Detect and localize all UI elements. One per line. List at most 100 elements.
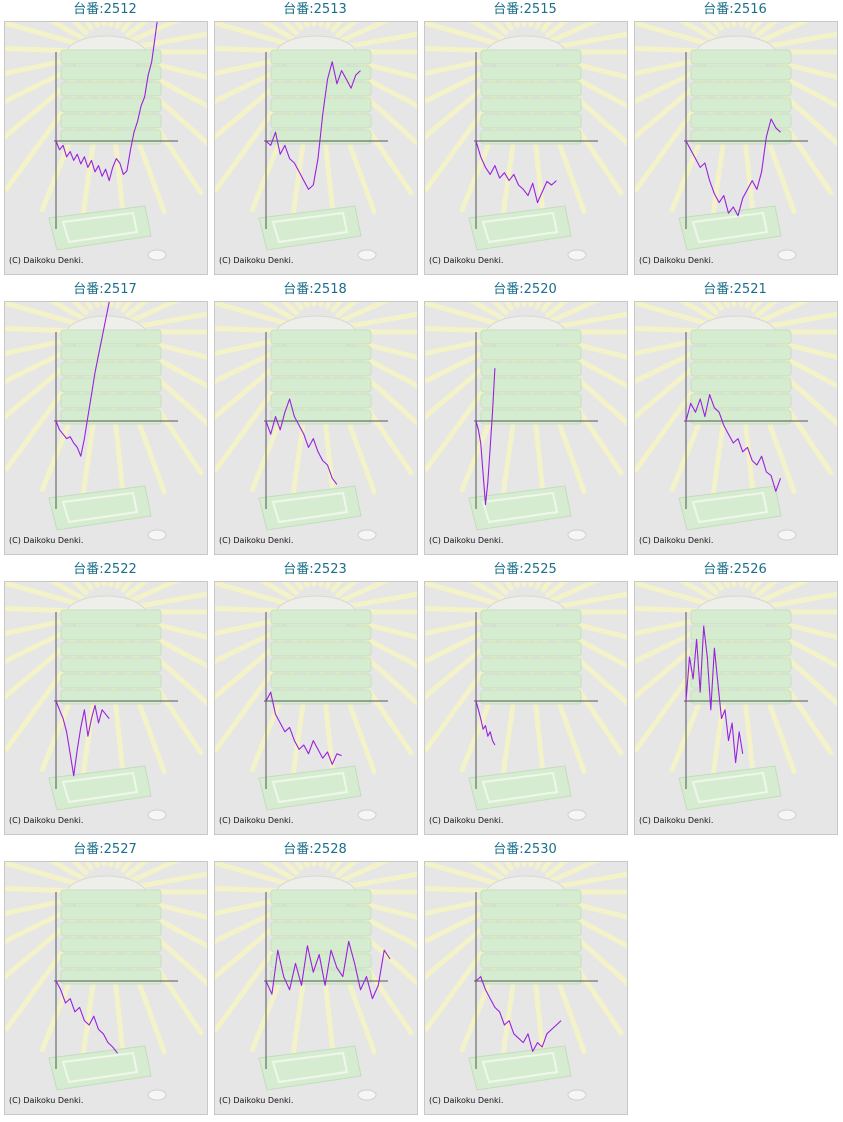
- copyright-text: (C) Daikoku Denki.: [9, 1096, 83, 1105]
- slump-line: [55, 700, 110, 777]
- medal-tray-icon: [678, 205, 782, 251]
- medal-tray-icon: [48, 1045, 152, 1091]
- graph-canvas: (C) Daikoku Denki.: [5, 302, 207, 545]
- coin-icon: [777, 529, 797, 541]
- copyright-text: (C) Daikoku Denki.: [9, 536, 83, 545]
- medal-tray-icon: [258, 485, 362, 531]
- machine-number-title[interactable]: 台番:2525: [493, 562, 557, 577]
- copyright-text: (C) Daikoku Denki.: [9, 256, 83, 265]
- graph-canvas: (C) Daikoku Denki.: [635, 22, 837, 265]
- machine-number-title[interactable]: 台番:2526: [703, 562, 767, 577]
- coin-icon: [567, 529, 587, 541]
- graph-canvas: (C) Daikoku Denki.: [215, 22, 417, 265]
- medal-tray-icon: [468, 765, 572, 811]
- machine-number-title[interactable]: 台番:2517: [73, 282, 137, 297]
- slump-graph: (C) Daikoku Denki.: [634, 21, 838, 275]
- slump-line: [265, 691, 342, 765]
- machine-number-title[interactable]: 台番:2522: [73, 562, 137, 577]
- copyright-text: (C) Daikoku Denki.: [9, 816, 83, 825]
- medal-tray-icon: [678, 485, 782, 531]
- copyright-text: (C) Daikoku Denki.: [219, 1096, 293, 1105]
- graph-canvas: (C) Daikoku Denki.: [215, 302, 417, 545]
- coin-icon: [357, 249, 377, 261]
- graph-canvas: (C) Daikoku Denki.: [5, 582, 207, 825]
- medal-box-stack-icon: [270, 609, 372, 705]
- medal-tray-icon: [258, 1045, 362, 1091]
- coin-icon: [147, 529, 167, 541]
- chart-cell: 台番:2517 (C) Daikoku Denki.: [0, 280, 210, 560]
- slump-graph: (C) Daikoku Denki.: [214, 21, 418, 275]
- copyright-text: (C) Daikoku Denki.: [639, 256, 713, 265]
- chart-cell: 台番:2516 (C) Daikoku Denki.: [630, 0, 840, 280]
- machine-number-title[interactable]: 台番:2521: [703, 282, 767, 297]
- medal-box-stack-icon: [480, 49, 582, 145]
- graph-canvas: (C) Daikoku Denki.: [635, 302, 837, 545]
- chart-cell: 台番:2521 (C) Daikoku Denki.: [630, 280, 840, 560]
- chart-cell: 台番:2530 (C) Daikoku Denki.: [420, 840, 630, 1120]
- graph-canvas: (C) Daikoku Denki.: [5, 862, 207, 1105]
- medal-tray-icon: [48, 765, 152, 811]
- machine-number-title[interactable]: 台番:2523: [283, 562, 347, 577]
- machine-number-title[interactable]: 台番:2515: [493, 2, 557, 17]
- chart-cell: 台番:2518 (C) Daikoku Denki.: [210, 280, 420, 560]
- slump-line: [475, 976, 562, 1052]
- chart-cell: 台番:2525 (C) Daikoku Denki.: [420, 560, 630, 840]
- slump-line: [265, 61, 361, 190]
- copyright-text: (C) Daikoku Denki.: [639, 816, 713, 825]
- slump-line: [55, 22, 158, 182]
- machine-number-title[interactable]: 台番:2530: [493, 842, 557, 857]
- graph-canvas: (C) Daikoku Denki.: [425, 22, 627, 265]
- slump-line: [265, 940, 391, 1000]
- copyright-text: (C) Daikoku Denki.: [219, 536, 293, 545]
- slump-graph: (C) Daikoku Denki.: [634, 581, 838, 835]
- slump-graph: (C) Daikoku Denki.: [4, 861, 208, 1115]
- slump-graph: (C) Daikoku Denki.: [214, 301, 418, 555]
- graph-canvas: (C) Daikoku Denki.: [215, 862, 417, 1105]
- slump-line: [685, 394, 782, 492]
- coin-icon: [567, 249, 587, 261]
- coin-icon: [777, 809, 797, 821]
- chart-cell: 台番:2527 (C) Daikoku Denki.: [0, 840, 210, 1120]
- machine-number-title[interactable]: 台番:2528: [283, 842, 347, 857]
- slump-line: [55, 302, 110, 457]
- slump-graph: (C) Daikoku Denki.: [214, 581, 418, 835]
- machine-number-title[interactable]: 台番:2518: [283, 282, 347, 297]
- machine-number-title[interactable]: 台番:2527: [73, 842, 137, 857]
- copyright-text: (C) Daikoku Denki.: [429, 536, 503, 545]
- graph-canvas: (C) Daikoku Denki.: [425, 862, 627, 1105]
- medal-tray-icon: [468, 485, 572, 531]
- medal-tray-icon: [48, 205, 152, 251]
- medal-tray-icon: [258, 765, 362, 811]
- slump-line: [475, 700, 496, 746]
- slump-graph: (C) Daikoku Denki.: [4, 301, 208, 555]
- chart-cell: 台番:2523 (C) Daikoku Denki.: [210, 560, 420, 840]
- medal-tray-icon: [48, 485, 152, 531]
- machine-number-title[interactable]: 台番:2520: [493, 282, 557, 297]
- slump-graph: (C) Daikoku Denki.: [424, 21, 628, 275]
- copyright-text: (C) Daikoku Denki.: [429, 816, 503, 825]
- copyright-text: (C) Daikoku Denki.: [429, 256, 503, 265]
- chart-cell: 台番:2528 (C) Daikoku Denki.: [210, 840, 420, 1120]
- medal-box-stack-icon: [690, 329, 792, 425]
- slump-graph: (C) Daikoku Denki.: [4, 21, 208, 275]
- machine-number-title[interactable]: 台番:2512: [73, 2, 137, 17]
- graph-canvas: (C) Daikoku Denki.: [635, 582, 837, 825]
- medal-box-stack-icon: [480, 329, 582, 425]
- copyright-text: (C) Daikoku Denki.: [429, 1096, 503, 1105]
- slump-line: [685, 118, 781, 217]
- medal-box-stack-icon: [60, 329, 162, 425]
- slump-line: [475, 140, 557, 204]
- chart-cell: 台番:2526 (C) Daikoku Denki.: [630, 560, 840, 840]
- machine-number-title[interactable]: 台番:2516: [703, 2, 767, 17]
- slump-line: [265, 398, 338, 485]
- chart-cell: 台番:2512 (C) Daikoku Denki.: [0, 0, 210, 280]
- coin-icon: [567, 809, 587, 821]
- coin-icon: [777, 249, 797, 261]
- slump-graph: (C) Daikoku Denki.: [214, 861, 418, 1115]
- machine-number-title[interactable]: 台番:2513: [283, 2, 347, 17]
- slump-line: [685, 625, 744, 764]
- coin-icon: [147, 249, 167, 261]
- chart-cell: 台番:2520 (C) Daikoku Denki.: [420, 280, 630, 560]
- medal-tray-icon: [468, 205, 572, 251]
